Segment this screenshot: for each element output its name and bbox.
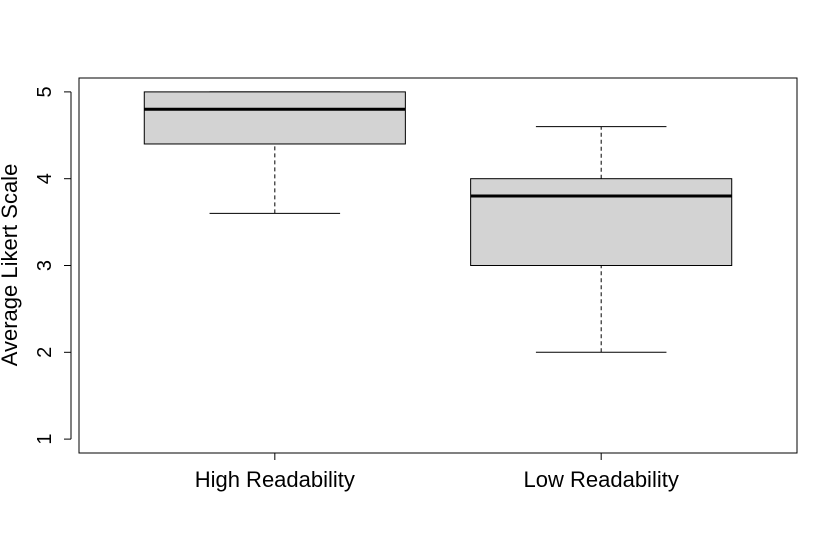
y-axis-label: Average Likert Scale — [0, 164, 22, 367]
iqr-box — [143, 91, 406, 145]
y-tick-label: 5 — [34, 86, 56, 97]
iqr-box — [470, 178, 733, 266]
x-axis: High Readability Low Readability — [195, 453, 679, 492]
box-2 — [470, 126, 733, 353]
y-tick-label: 2 — [34, 347, 56, 358]
boxes-group — [143, 91, 733, 353]
y-tick-label: 1 — [34, 434, 56, 445]
x-category-label: High Readability — [195, 467, 355, 492]
plot-frame — [78, 77, 798, 454]
x-category-label: Low Readability — [524, 467, 679, 492]
box-1 — [143, 91, 406, 214]
y-axis: 1 2 3 4 5 — [34, 86, 72, 445]
y-tick-label: 3 — [34, 260, 56, 271]
y-tick-label: 4 — [34, 173, 56, 184]
